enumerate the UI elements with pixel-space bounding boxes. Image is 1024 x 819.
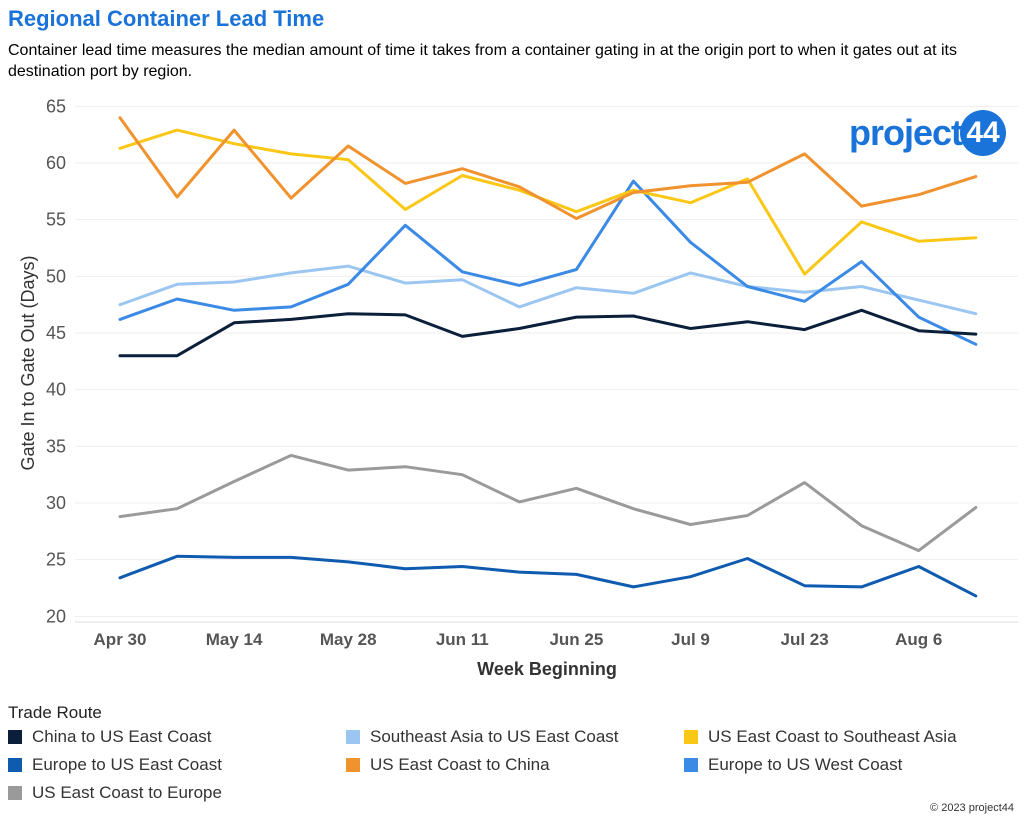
y-tick-label: 60: [46, 153, 66, 173]
legend-swatch: [346, 757, 360, 772]
copyright-footer: © 2023 project44: [930, 802, 1014, 814]
series-line: [118, 308, 978, 358]
legend-label: Europe to US West Coast: [708, 754, 903, 774]
x-tick-label: Jun 11: [436, 630, 489, 649]
y-tick-label: 35: [46, 436, 66, 456]
legend-swatch: [684, 757, 698, 772]
x-axis-label: Week Beginning: [477, 659, 617, 679]
y-tick-label: 65: [46, 96, 66, 116]
y-tick-label: 25: [46, 550, 66, 570]
series-line: [118, 179, 978, 346]
logo-text: project: [849, 112, 963, 153]
y-tick-label: 20: [46, 606, 66, 626]
legend-label: US East Coast to China: [370, 754, 550, 774]
y-tick-labels: 20 25 30 35 40 45 50 55 60 65: [46, 96, 66, 626]
legend-label: Southeast Asia to US East Coast: [370, 726, 619, 746]
legend-swatch: [346, 729, 360, 744]
legend-item: Europe to US East Coast: [8, 754, 346, 775]
series-line: [118, 116, 978, 220]
series-line: [118, 453, 978, 553]
chart-title: Regional Container Lead Time: [8, 6, 325, 31]
x-tick-labels: Apr 30 May 14 May 28 Jun 11 Jun 25 Jul 9 Jul 2…: [94, 630, 943, 649]
x-tick-label: May 28: [320, 630, 377, 649]
legend-label: US East Coast to Southeast Asia: [708, 726, 957, 746]
legend-swatch: [8, 757, 22, 772]
x-tick-label: Jun 25: [549, 630, 603, 649]
series-line: [118, 264, 978, 316]
legend-item: Europe to US West Coast: [684, 754, 1014, 775]
legend-title: Trade Route: [8, 703, 102, 722]
y-axis-label: Gate In to Gate Out (Days): [18, 255, 38, 470]
legend-item: Southeast Asia to US East Coast: [346, 726, 684, 747]
legend-label: Europe to US East Coast: [32, 754, 222, 774]
x-tick-label: Apr 30: [94, 630, 147, 649]
y-tick-label: 40: [46, 380, 66, 400]
line-chart: 20 25 30 35 40 45 50 55 60 65 Apr 30 May 14 May 28 J…: [18, 96, 1018, 679]
y-tick-label: 45: [46, 323, 66, 343]
legend-item: US East Coast to Southeast Asia: [684, 726, 1014, 747]
legend-label: China to US East Coast: [32, 726, 212, 746]
logo-badge: 44: [960, 110, 1007, 156]
x-tick-label: Jul 9: [671, 630, 710, 649]
y-tick-label: 55: [46, 210, 66, 230]
series-lines: [118, 116, 978, 598]
legend-item: US East Coast to Europe: [8, 782, 346, 803]
legend-label: US East Coast to Europe: [32, 782, 222, 802]
project44-logo: project 44: [849, 110, 1007, 156]
legend-swatch: [8, 785, 22, 800]
x-tick-label: Aug 6: [895, 630, 942, 649]
legend-items: China to US East Coast Southeast Asia to …: [8, 726, 1018, 803]
chart-subtitle: Container lead time measures the median …: [8, 42, 957, 80]
legend: Trade Route China to US East Coast Southe…: [8, 703, 1018, 803]
x-tick-label: Jul 23: [780, 630, 828, 649]
series-line: [118, 554, 978, 598]
x-tick-label: May 14: [206, 630, 263, 649]
legend-item: China to US East Coast: [8, 726, 346, 747]
legend-swatch: [8, 729, 22, 744]
y-tick-label: 50: [46, 266, 66, 286]
legend-item: US East Coast to China: [346, 754, 684, 775]
gridlines: [75, 105, 1018, 623]
legend-swatch: [684, 729, 698, 744]
y-tick-label: 30: [46, 493, 66, 513]
